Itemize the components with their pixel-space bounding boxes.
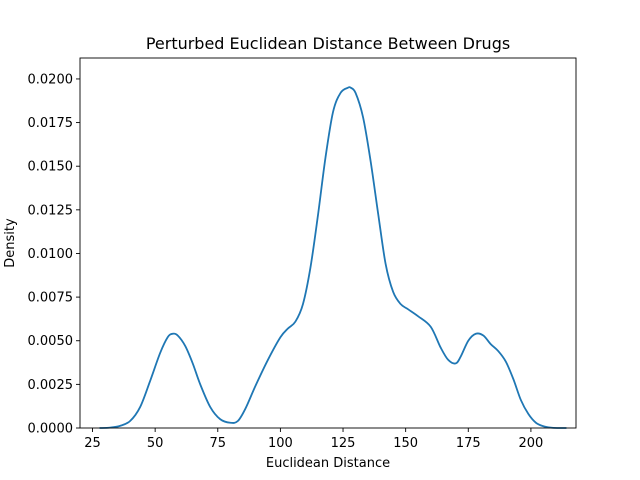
x-tick-label: 50: [147, 436, 164, 451]
y-axis-label: Density: [3, 218, 18, 268]
x-axis-ticks: 25 50 75 100 125 150 175 200: [84, 428, 543, 451]
plot-frame: [79, 57, 577, 429]
y-tick-label: 0.0100: [28, 247, 74, 262]
y-tick-label: 0.0125: [28, 203, 74, 218]
x-tick-label: 175: [456, 436, 481, 451]
x-tick-label: 150: [393, 436, 418, 451]
y-tick-label: 0.0000: [28, 422, 74, 437]
y-tick-label: 0.0075: [28, 291, 74, 306]
density-curve: [99, 86, 567, 429]
x-tick-label: 200: [518, 436, 543, 451]
chart-title: Perturbed Euclidean Distance Between Dru…: [146, 34, 510, 53]
y-tick-label: 0.0025: [28, 378, 74, 393]
y-tick-label: 0.0050: [28, 334, 74, 349]
y-tick-label: 0.0175: [28, 116, 74, 131]
y-axis-ticks: 0.0000 0.0025 0.0050 0.0075 0.0100 0.0125 0.01…: [28, 72, 80, 437]
y-tick-label: 0.0200: [28, 72, 74, 87]
x-tick-label: 75: [210, 436, 227, 451]
y-tick-label: 0.0150: [28, 160, 74, 175]
x-tick-label: 25: [84, 436, 101, 451]
x-axis-label: Euclidean Distance: [266, 456, 390, 471]
x-tick-label: 100: [268, 436, 293, 451]
x-tick-label: 125: [331, 436, 356, 451]
